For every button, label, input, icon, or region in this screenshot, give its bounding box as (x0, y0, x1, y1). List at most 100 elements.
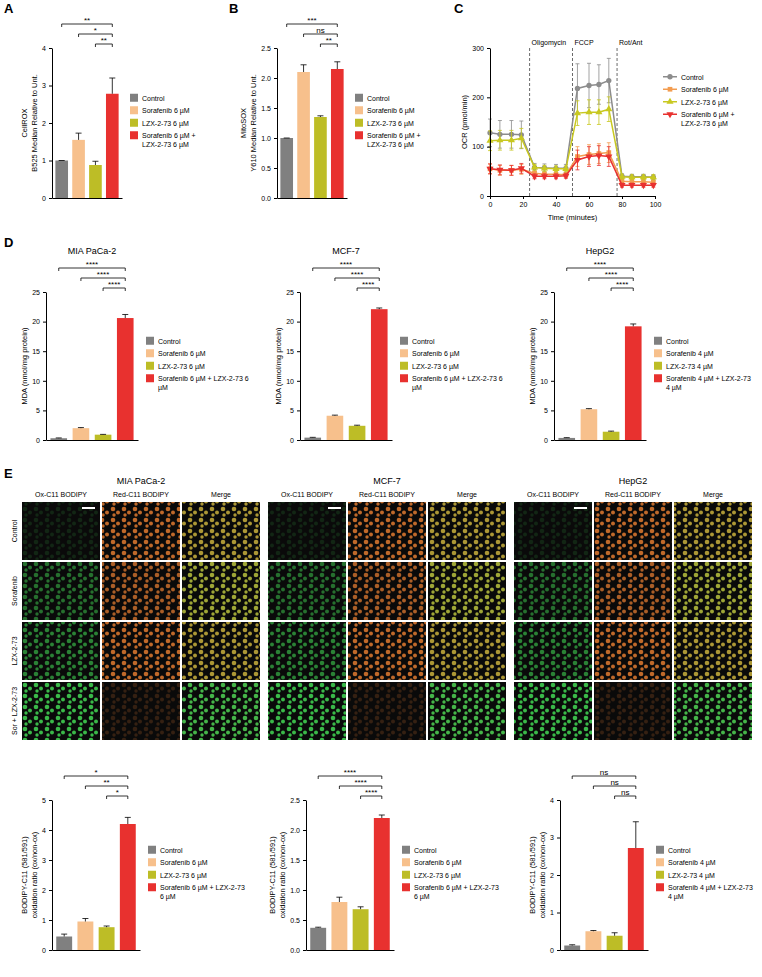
y-axis-tick-mark (49, 920, 52, 921)
y-axis-tick-mark (297, 292, 300, 293)
error-bar (633, 822, 639, 848)
x-axis-tick: 20 (520, 196, 528, 208)
error-bar (56, 437, 62, 438)
text-line: Control (412, 338, 435, 345)
micrograph (22, 682, 100, 740)
row-label: Sorafenib (11, 576, 18, 606)
text-line: Sorafenib 6 µM + (367, 132, 421, 140)
y-axis-tick-label: 0.5 (290, 917, 300, 924)
x-axis-tick: 60 (586, 196, 594, 208)
y-axis-title: MDA (nmol/mg protein) (528, 327, 537, 405)
y-axis-tick-mark (557, 913, 560, 914)
legend-label: Sorafenib 6 µM + LZX-2-736 µM (414, 884, 499, 901)
group-title: MIA PaCa-2 (117, 476, 166, 486)
micrograph-signal (514, 622, 592, 680)
legend-label: Sorafenib 6 µM (158, 350, 206, 358)
x-axis (307, 950, 395, 951)
micrograph-signal (182, 682, 260, 740)
legend-swatch (654, 349, 662, 357)
legend-swatch (355, 94, 363, 102)
micrograph-signal (674, 502, 752, 560)
legend-label: LZX-2-73 4 µM (666, 363, 713, 371)
y-axis-tick-label: 4 (42, 827, 46, 834)
marker (618, 183, 625, 189)
error-bar (125, 817, 131, 824)
legend-item: Sorafenib 6 µM +LZX-2-73 6 µM (130, 131, 196, 149)
legend-label: Control (160, 847, 183, 854)
error-bar (630, 324, 636, 326)
legend-swatch (148, 858, 156, 866)
micrograph (182, 562, 260, 620)
error-bar (59, 160, 65, 161)
significance-label: ** (326, 36, 332, 45)
legend-marker (668, 87, 673, 92)
text-line: 6 µM (414, 893, 430, 901)
text-line: Sorafenib 6 µM (158, 350, 206, 358)
error-bar (122, 314, 128, 318)
y-axis-tick-label: 1 (550, 909, 554, 916)
text-line: LZX-2-73 6 µM (158, 363, 205, 371)
micrograph (514, 502, 592, 560)
y-axis-tick: 0.0 (290, 947, 306, 954)
micrograph (102, 562, 180, 620)
text-line: Sorafenib 6 µM + (142, 132, 196, 140)
micrograph (514, 622, 592, 680)
marker (650, 183, 657, 189)
legend-item: Sorafenib 6 µM (402, 858, 462, 867)
plot-area (280, 62, 343, 198)
micrograph (594, 622, 672, 680)
y-axis-tick: 1 (42, 157, 52, 164)
error-bar (315, 927, 321, 929)
text-line: Control (666, 338, 689, 345)
panel-label: A (4, 1, 14, 16)
micrograph-signal (428, 682, 506, 740)
bar (371, 309, 388, 440)
significance-label: ** (84, 16, 90, 25)
micrograph (514, 682, 592, 740)
y-axis-tick: 0.0 (261, 195, 277, 202)
y-axis-tick: 0 (544, 437, 554, 444)
y-axis-tick-mark (557, 875, 560, 876)
legend-item: Sorafenib 6 µM + LZX-2-73 6µM (146, 374, 249, 392)
micrograph-signal (102, 622, 180, 680)
marker (562, 174, 569, 180)
plot-area (304, 308, 387, 440)
y-axis: 0510152025 (540, 289, 554, 444)
significance-label: **** (108, 280, 120, 289)
y-axis-tick: 20 (32, 318, 46, 325)
plot-area (50, 314, 133, 440)
y-axis-line (306, 801, 307, 951)
row-label: Sor + LZX-2-73 (11, 687, 18, 735)
legend-item: Sorafenib 6 µM (355, 106, 415, 115)
y-axis-tick-label: 25 (540, 289, 548, 296)
legend-swatch (355, 106, 363, 114)
y-axis-tick: 10 (540, 378, 554, 385)
legend: ControlSorafenib 6 µMLZX-2-73 6 µMSorafe… (402, 846, 499, 901)
y-axis-tick-mark (49, 48, 52, 49)
text-line: Sorafenib 6 µM (414, 859, 462, 867)
y-axis-tick-label: 15 (32, 348, 40, 355)
significance-label: **** (594, 260, 606, 269)
series (488, 143, 656, 185)
legend-label: Control (668, 847, 691, 854)
legend-label: Control (681, 74, 704, 81)
plot-area (55, 78, 118, 198)
marker (508, 168, 515, 174)
micrograph-signal (348, 682, 426, 740)
legend-swatch (654, 374, 662, 382)
micrograph-signal (182, 562, 260, 620)
marker (563, 166, 568, 171)
x-axis-line (278, 198, 348, 199)
error-bar (334, 62, 340, 69)
text-line: 4 µM (668, 893, 684, 901)
y-axis-tick-mark (487, 196, 490, 197)
bar (374, 818, 390, 950)
y-axis-tick-label: 100 (472, 143, 484, 150)
y-axis-tick: 4 (42, 45, 52, 52)
y-axis-tick-mark (303, 860, 306, 861)
y-axis-tick: 20 (286, 318, 300, 325)
y-axis-tick: 25 (540, 289, 554, 296)
micrograph (348, 682, 426, 740)
text-line: Sorafenib 6 µM + LZX-2-73 6 (158, 375, 249, 383)
y-axis-tick: 200 (472, 94, 490, 101)
